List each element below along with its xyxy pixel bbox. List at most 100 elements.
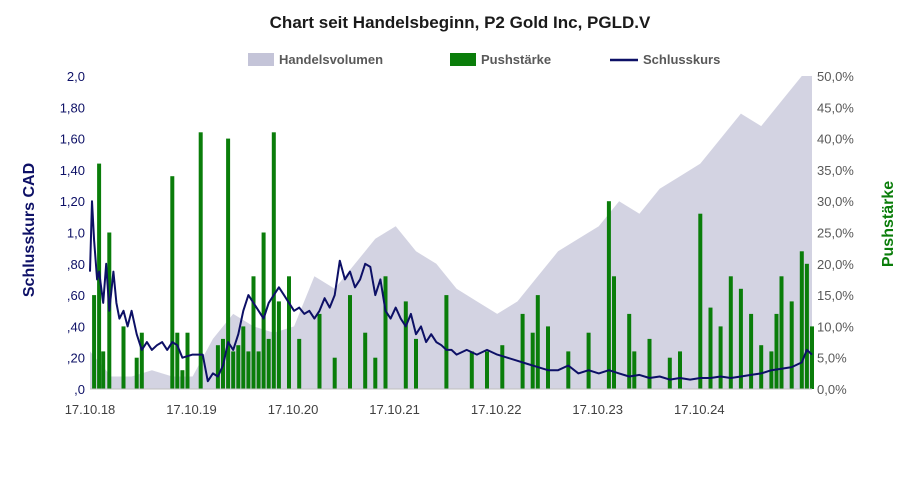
push-bar [251, 276, 256, 389]
push-bar [444, 295, 449, 389]
volume-area [90, 76, 812, 389]
x-tick-label: 17.10.18 [65, 402, 116, 417]
push-bar [134, 357, 139, 389]
y-right-tick-label: 30,0% [817, 194, 854, 209]
x-tick-label: 17.10.20 [268, 402, 319, 417]
push-bar [546, 326, 550, 389]
push-bar [403, 301, 408, 389]
push-bar [261, 232, 266, 389]
push-bar [774, 313, 779, 389]
push-bar [198, 132, 203, 390]
price-line [89, 200, 813, 383]
push-bar [500, 345, 505, 389]
push-bar [297, 338, 302, 389]
legend-label-handelsvolumen: Handelsvolumen [279, 52, 383, 67]
y-left-tick-label: 1,60 [60, 132, 85, 147]
y-left-tick-label: 1,0 [67, 226, 85, 241]
price-series [89, 200, 813, 383]
chart-title: Chart seit Handelsbeginn, P2 Gold Inc, P… [270, 13, 651, 32]
legend-label-pushstaerke: Pushstärke [481, 52, 551, 67]
push-bar [566, 351, 571, 389]
y-right-tick-label: 25,0% [817, 226, 854, 241]
push-bar [139, 332, 144, 389]
push-bar [231, 351, 236, 389]
y-axis-right-ticks: 0,0% 5,0% 10,0% 15,0% 20,0% 25,0% 30,0% 35,0% 40… [817, 69, 854, 397]
y-right-tick-label: 20,0% [817, 257, 854, 272]
y-left-tick-label: ,40 [67, 319, 85, 334]
push-bar [485, 351, 489, 389]
push-bar [363, 332, 368, 389]
legend-swatch-handelsvolumen [248, 53, 274, 66]
push-bar [317, 313, 322, 389]
push-bar [348, 295, 352, 389]
push-bar [271, 132, 276, 390]
push-bar [276, 301, 281, 389]
y-left-tick-label: 1,80 [60, 100, 85, 115]
push-bar [236, 345, 241, 389]
push-bar [718, 326, 723, 389]
push-bar [749, 313, 754, 389]
push-bar [667, 357, 672, 389]
push-bar [530, 332, 535, 389]
push-bar [632, 351, 637, 389]
y-right-tick-label: 50,0% [817, 69, 854, 84]
x-tick-label: 17.10.23 [572, 402, 623, 417]
push-bar [332, 357, 337, 389]
push-bar [101, 351, 106, 389]
push-bar [759, 345, 764, 389]
y-left-tick-label: ,80 [67, 257, 85, 272]
push-bar [728, 276, 733, 389]
push-bar [804, 263, 809, 389]
y-left-tick-label: 1,40 [60, 163, 85, 178]
push-bar [789, 301, 794, 389]
legend-label-schlusskurs: Schlusskurs [643, 52, 720, 67]
push-bar [779, 276, 784, 389]
y-right-tick-label: 5,0% [817, 351, 847, 366]
push-bar [383, 276, 388, 389]
legend-swatch-pushstaerke [450, 53, 476, 66]
push-bar [738, 288, 743, 389]
push-bar [215, 345, 220, 389]
push-bar [241, 326, 246, 389]
push-bar [678, 351, 682, 389]
y-left-tick-label: ,20 [67, 351, 85, 366]
y-left-tick-label: ,0 [74, 382, 85, 397]
x-tick-label: 17.10.19 [166, 402, 217, 417]
y-left-tick-label: 1,20 [60, 194, 85, 209]
x-tick-label: 17.10.22 [471, 402, 522, 417]
y-right-tick-label: 0,0% [817, 382, 847, 397]
push-bar [799, 251, 804, 389]
push-bar [180, 370, 185, 389]
push-bar [175, 332, 180, 389]
y-right-tick-label: 10,0% [817, 319, 854, 334]
push-bar [170, 176, 175, 389]
push-bar [708, 307, 713, 389]
push-bar [92, 295, 97, 389]
y-axis-left-ticks: ,0 ,20 ,40 ,60 ,80 1,0 1,20 1,40 1,60 1,80 2,0 [60, 69, 85, 397]
y-right-tick-label: 15,0% [817, 288, 854, 303]
push-bar [586, 332, 591, 389]
push-bar [612, 276, 616, 389]
y-right-tick-label: 45,0% [817, 100, 854, 115]
push-bar [226, 138, 231, 389]
volume-series [90, 76, 812, 389]
push-bar [414, 338, 418, 389]
x-tick-label: 17.10.24 [674, 402, 725, 417]
push-bar [246, 351, 251, 389]
y-right-tick-label: 40,0% [817, 132, 854, 147]
push-bar [185, 332, 190, 389]
push-bar [627, 313, 632, 389]
y-left-tick-label: 2,0 [67, 69, 85, 84]
y-axis-left-label: Schlusskurs CAD [21, 163, 38, 297]
push-bar [469, 351, 474, 389]
push-series [92, 132, 814, 390]
push-bar [535, 295, 540, 389]
push-bar [256, 351, 261, 389]
push-bar [810, 326, 814, 389]
push-bar [606, 201, 611, 389]
push-bar [520, 313, 525, 389]
push-bar [373, 357, 378, 389]
push-bar [647, 338, 652, 389]
